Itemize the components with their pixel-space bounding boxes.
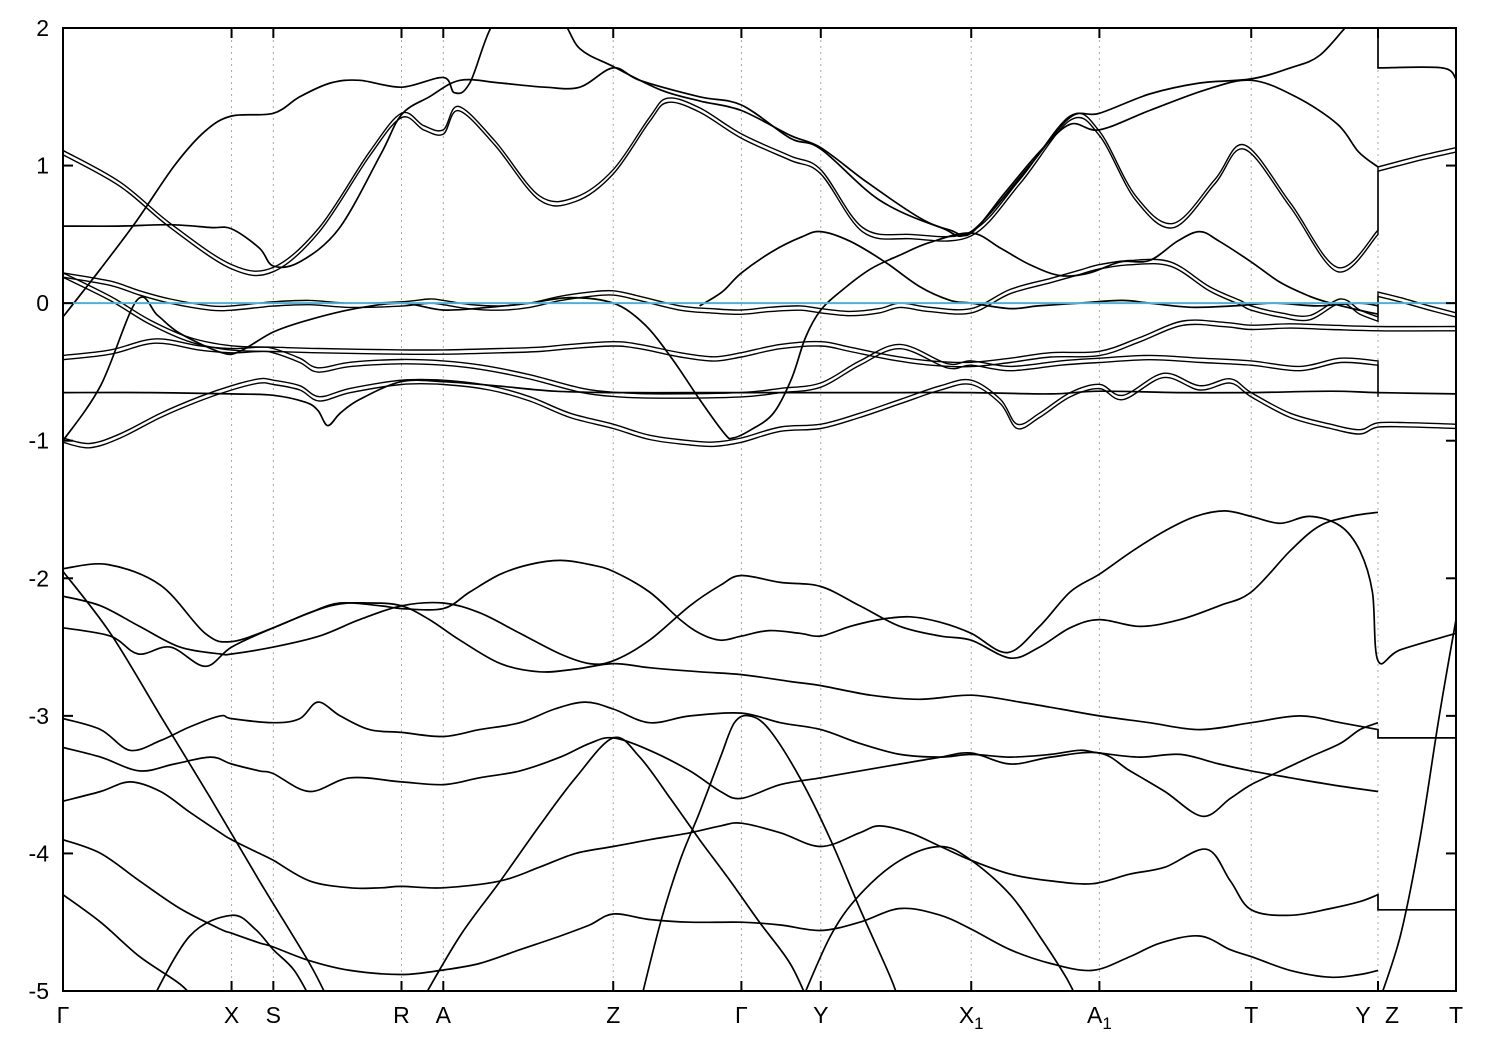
kpoint-label: Y [1355,1002,1370,1028]
kpoint-label: R [393,1002,410,1028]
y-tick-label: 2 [36,15,49,41]
kpoint-label: Y [813,1002,828,1028]
band-line [63,276,1456,368]
band-line [63,28,1456,269]
kpoint-label: A [436,1002,452,1028]
band-line [63,601,1456,739]
band-line [63,781,1456,917]
band-line [63,721,1379,818]
band-line [63,342,1379,399]
band-line [1381,619,1456,991]
band-line [63,838,1379,979]
band-line [63,28,1379,318]
band-line [63,372,1456,445]
y-tick-label: 0 [36,290,49,316]
band-line [63,230,1379,442]
band-line [63,701,1379,793]
band-line [63,262,1456,323]
plot-frame [62,27,1457,992]
kpoint-label: X [224,1002,239,1028]
band-curves [63,28,1456,991]
band-line [642,714,897,991]
y-tick-label: -5 [29,978,49,1004]
kpoint-label: Γ [57,1002,70,1028]
band-line [63,101,1456,277]
y-tick-label: -2 [29,565,49,591]
band-line [63,97,1456,272]
kpoint-label: Z [1385,1002,1399,1028]
kpoint-label: T [1449,1002,1463,1028]
band-line [804,845,1075,991]
y-tick-label: -3 [29,703,49,729]
band-line [63,272,1456,364]
y-tick-label: -4 [29,840,50,866]
band-line [63,511,1379,666]
band-line [63,258,1456,318]
kpoint-label: Z [606,1002,620,1028]
y-tick-label: -1 [29,428,49,454]
band-line [63,510,1456,665]
band-line [63,379,1456,427]
band-line [63,894,189,991]
band-line [155,914,308,991]
kpoint-label: A1 [1087,1002,1112,1033]
band-line [63,338,1379,395]
kpoint-label: S [266,1002,281,1028]
y-tick-label: 1 [36,153,49,179]
band-line [63,570,325,991]
kpoint-label: T [1244,1002,1258,1028]
kpoint-label: X1 [959,1002,984,1033]
band-line [699,230,1379,310]
kpoint-label: Γ [735,1002,748,1028]
band-line [426,736,805,991]
band-line [63,376,1456,449]
